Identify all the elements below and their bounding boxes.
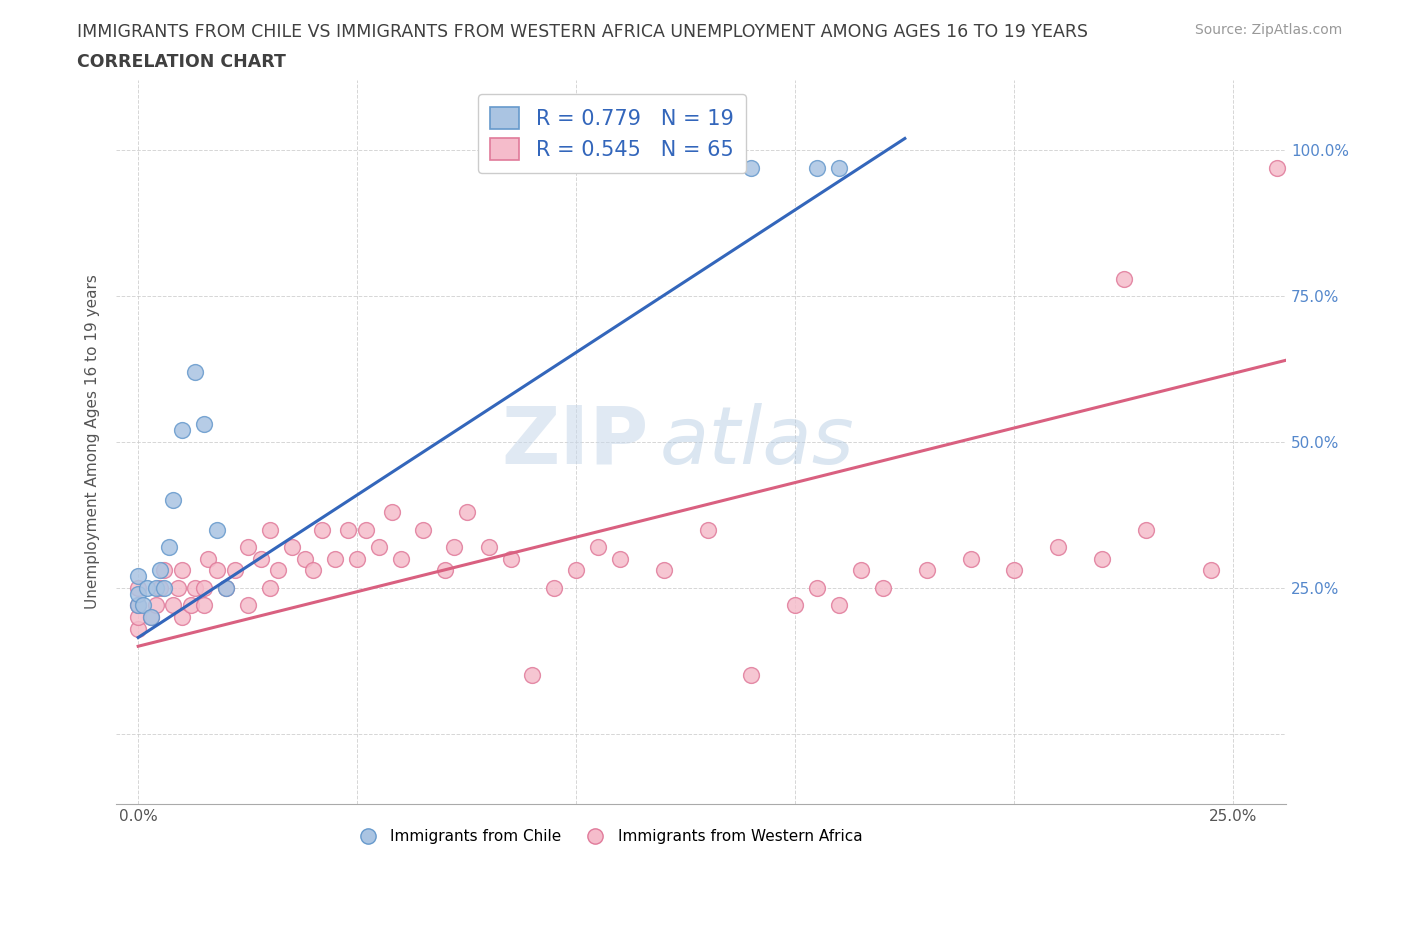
Point: [224, 563, 246, 578]
Point: [215, 580, 238, 595]
Point: [389, 551, 412, 566]
Point: [127, 586, 149, 601]
Text: Source: ZipAtlas.com: Source: ZipAtlas.com: [1195, 23, 1343, 37]
Point: [157, 539, 180, 554]
Point: [205, 563, 228, 578]
Point: [145, 580, 167, 595]
Point: [302, 563, 325, 578]
Point: [127, 598, 149, 613]
Point: [166, 580, 188, 595]
Point: [197, 551, 219, 566]
Point: [131, 598, 153, 613]
Point: [170, 423, 193, 438]
Point: [127, 569, 149, 584]
Point: [136, 580, 159, 595]
Point: [652, 563, 675, 578]
Point: [193, 580, 215, 595]
Point: [127, 610, 149, 625]
Point: [806, 160, 828, 175]
Point: [499, 551, 522, 566]
Point: [141, 610, 163, 625]
Point: [141, 610, 163, 625]
Point: [162, 493, 184, 508]
Point: [806, 580, 828, 595]
Point: [740, 160, 762, 175]
Point: [785, 598, 807, 613]
Point: [1201, 563, 1223, 578]
Point: [740, 668, 762, 683]
Point: [828, 160, 851, 175]
Y-axis label: Unemployment Among Ages 16 to 19 years: Unemployment Among Ages 16 to 19 years: [86, 274, 100, 609]
Point: [205, 522, 228, 537]
Point: [215, 580, 238, 595]
Point: [184, 580, 207, 595]
Point: [1047, 539, 1070, 554]
Point: [127, 621, 149, 636]
Point: [1091, 551, 1114, 566]
Point: [586, 539, 609, 554]
Point: [294, 551, 316, 566]
Point: [443, 539, 465, 554]
Point: [267, 563, 290, 578]
Point: [323, 551, 346, 566]
Point: [193, 417, 215, 432]
Point: [346, 551, 368, 566]
Point: [149, 563, 172, 578]
Text: CORRELATION CHART: CORRELATION CHART: [77, 53, 287, 71]
Point: [1112, 272, 1135, 286]
Point: [259, 522, 281, 537]
Point: [915, 563, 938, 578]
Point: [543, 580, 565, 595]
Point: [127, 598, 149, 613]
Point: [1002, 563, 1025, 578]
Legend: Immigrants from Chile, Immigrants from Western Africa: Immigrants from Chile, Immigrants from W…: [346, 823, 869, 850]
Point: [184, 365, 207, 379]
Point: [337, 522, 360, 537]
Point: [478, 539, 501, 554]
Point: [145, 598, 167, 613]
Point: [522, 668, 544, 683]
Point: [170, 610, 193, 625]
Point: [1265, 160, 1288, 175]
Point: [696, 522, 718, 537]
Point: [828, 598, 851, 613]
Point: [259, 580, 281, 595]
Point: [381, 505, 404, 520]
Point: [162, 598, 184, 613]
Point: [170, 563, 193, 578]
Text: ZIP: ZIP: [501, 403, 648, 481]
Point: [180, 598, 202, 613]
Point: [193, 598, 215, 613]
Point: [412, 522, 434, 537]
Point: [609, 551, 631, 566]
Point: [368, 539, 391, 554]
Point: [153, 563, 176, 578]
Point: [236, 598, 259, 613]
Point: [236, 539, 259, 554]
Point: [433, 563, 456, 578]
Text: atlas: atlas: [661, 403, 855, 481]
Text: IMMIGRANTS FROM CHILE VS IMMIGRANTS FROM WESTERN AFRICA UNEMPLOYMENT AMONG AGES : IMMIGRANTS FROM CHILE VS IMMIGRANTS FROM…: [77, 23, 1088, 41]
Point: [456, 505, 478, 520]
Point: [127, 580, 149, 595]
Point: [250, 551, 273, 566]
Point: [1135, 522, 1157, 537]
Point: [311, 522, 333, 537]
Point: [153, 580, 176, 595]
Point: [565, 563, 588, 578]
Point: [849, 563, 872, 578]
Point: [149, 580, 172, 595]
Point: [872, 580, 894, 595]
Point: [959, 551, 981, 566]
Point: [354, 522, 377, 537]
Point: [280, 539, 302, 554]
